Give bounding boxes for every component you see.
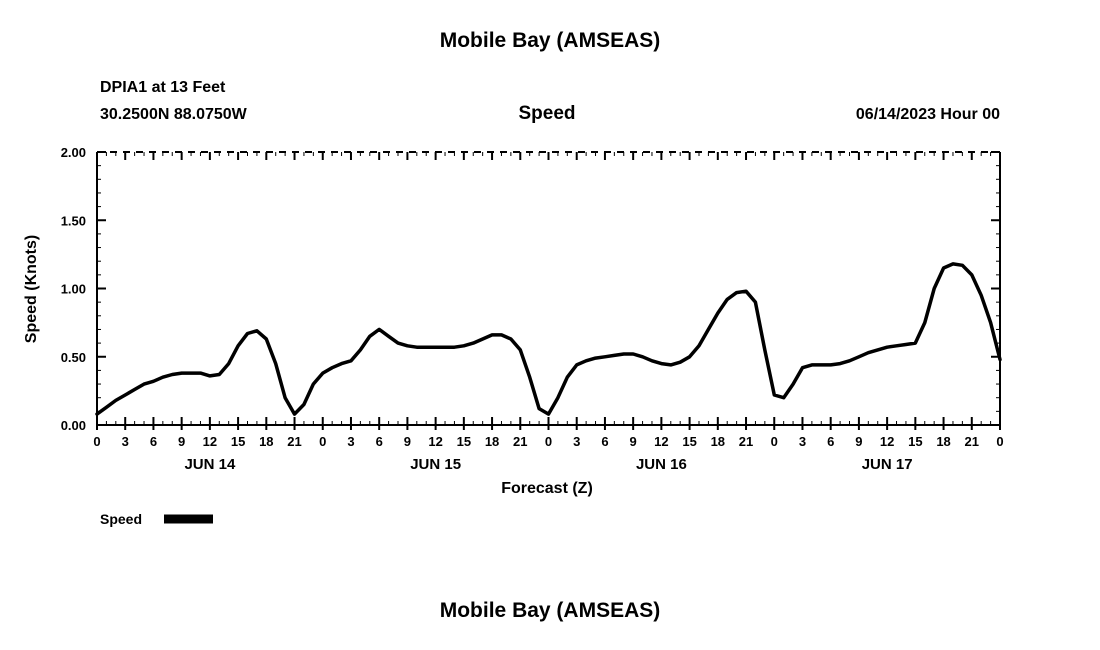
x-tick-label: 6: [150, 434, 157, 449]
x-tick-label: 15: [457, 434, 471, 449]
x-tick-label: 12: [654, 434, 668, 449]
y-tick-label: 2.00: [61, 145, 86, 160]
x-tick-label: 0: [996, 434, 1003, 449]
x-tick-label: 3: [347, 434, 354, 449]
x-tick-label: 6: [601, 434, 608, 449]
x-tick-label: 0: [93, 434, 100, 449]
day-label: JUN 14: [184, 456, 236, 473]
x-tick-label: 15: [908, 434, 922, 449]
legend: Speed: [100, 511, 213, 527]
y-axis-title: Speed (Knots): [23, 235, 40, 343]
y-tick-label: 0.00: [61, 418, 86, 433]
x-tick-label: 21: [513, 434, 527, 449]
day-label: JUN 16: [636, 456, 687, 473]
x-tick-label: 21: [965, 434, 979, 449]
x-tick-label: 9: [178, 434, 185, 449]
legend-label: Speed: [100, 511, 142, 527]
x-tick-label: 0: [319, 434, 326, 449]
x-tick-label: 21: [739, 434, 753, 449]
x-tick-label: 12: [428, 434, 442, 449]
x-tick-label: 3: [799, 434, 806, 449]
x-tick-label: 12: [880, 434, 894, 449]
y-tick-label: 1.50: [61, 213, 86, 228]
y-tick-label: 0.50: [61, 350, 86, 365]
day-label: JUN 15: [410, 456, 461, 473]
panel-title: Speed: [518, 103, 575, 124]
x-tick-label: 3: [573, 434, 580, 449]
coordinates-label: 30.2500N 88.0750W: [100, 106, 248, 123]
x-tick-label: 9: [630, 434, 637, 449]
x-tick-label: 6: [827, 434, 834, 449]
x-tick-label: 18: [936, 434, 950, 449]
plot-area: 0 3 6 9 12 15 18 21 0 3 6 9 12 15 18 21 0 3 6 9 12 15 18 21 0 3 6 9…: [61, 145, 1004, 473]
x-tick-label: 9: [404, 434, 411, 449]
bottom-page-title: Mobile Bay (AMSEAS): [440, 599, 661, 622]
x-tick-label: 12: [203, 434, 217, 449]
day-label: JUN 17: [862, 456, 913, 473]
x-tick-label: 9: [855, 434, 862, 449]
x-tick-label: 3: [122, 434, 129, 449]
x-tick-label: 0: [771, 434, 778, 449]
x-tick-label: 18: [485, 434, 499, 449]
speed-series-line: [95, 262, 1002, 416]
x-tick-label: 6: [376, 434, 383, 449]
page-title: Mobile Bay (AMSEAS): [440, 29, 661, 52]
y-tick-label: 1.00: [61, 282, 86, 297]
x-axis-title: Forecast (Z): [501, 480, 593, 497]
x-tick-label: 15: [682, 434, 696, 449]
x-tick-label: 15: [231, 434, 245, 449]
x-tick-label: 18: [711, 434, 725, 449]
run-time-label: 06/14/2023 Hour 00: [856, 106, 1000, 123]
station-label: DPIA1 at 13 Feet: [100, 79, 226, 96]
x-tick-label: 21: [287, 434, 301, 449]
x-tick-label: 18: [259, 434, 273, 449]
x-tick-label: 0: [545, 434, 552, 449]
